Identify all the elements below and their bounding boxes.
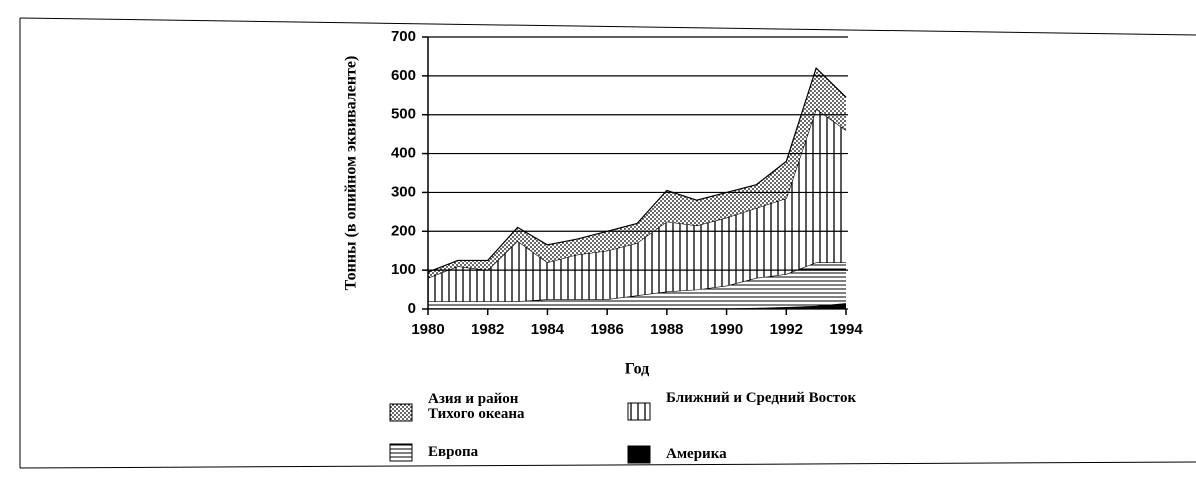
y-tick-label: 500 bbox=[391, 106, 416, 123]
legend-label: Азия и район Тихого океана bbox=[428, 391, 525, 422]
x-tick-label: 1988 bbox=[650, 321, 683, 338]
legend-swatch bbox=[627, 445, 651, 464]
legend-label: Америка bbox=[666, 446, 727, 462]
y-tick-label: 100 bbox=[391, 261, 416, 278]
area bbox=[428, 108, 846, 302]
x-tick-label: 1994 bbox=[829, 321, 863, 338]
x-tick-label: 1982 bbox=[471, 321, 504, 338]
y-tick-label: 0 bbox=[408, 300, 416, 317]
y-axis-label: Тонны (в опийном эквиваленте) bbox=[343, 56, 360, 291]
y-tick-label: 700 bbox=[391, 28, 416, 45]
x-tick-label: 1984 bbox=[531, 321, 565, 338]
area bbox=[428, 68, 846, 278]
y-tick-label: 200 bbox=[391, 222, 416, 239]
x-tick-label: 1986 bbox=[590, 321, 623, 338]
legend-swatch bbox=[389, 443, 413, 462]
x-axis-label: Год bbox=[625, 361, 649, 378]
legend-label: Европа bbox=[428, 444, 479, 460]
x-tick-label: 1990 bbox=[710, 321, 743, 338]
y-tick-label: 300 bbox=[391, 183, 416, 200]
frame bbox=[19, 17, 1196, 36]
legend-swatch bbox=[627, 402, 651, 421]
x-tick-label: 1992 bbox=[770, 321, 803, 338]
area bbox=[428, 262, 846, 309]
y-tick-label: 600 bbox=[391, 67, 416, 84]
legend-label: Ближний и Средний Восток bbox=[666, 390, 857, 406]
frame bbox=[19, 461, 1196, 469]
x-tick-label: 1980 bbox=[411, 321, 444, 338]
legend-swatch bbox=[389, 403, 413, 422]
y-tick-label: 400 bbox=[391, 145, 416, 162]
area-edge bbox=[427, 66, 847, 273]
